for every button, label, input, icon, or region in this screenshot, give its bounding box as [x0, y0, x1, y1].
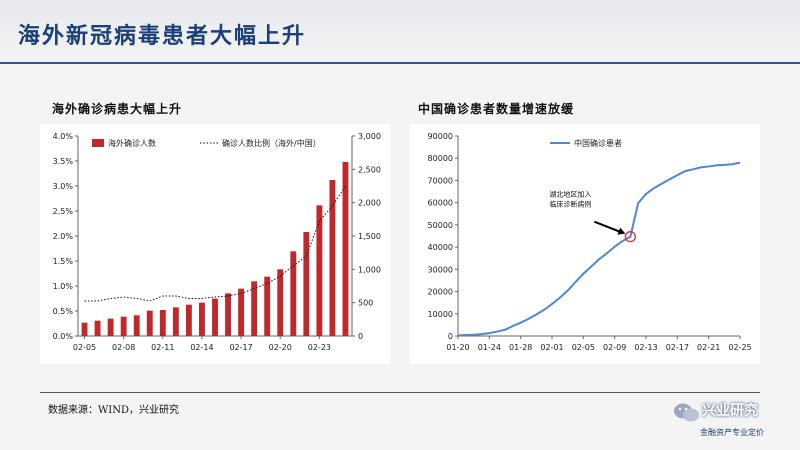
x-tick-label: 02-14 — [190, 343, 213, 352]
bar-overseas-cases — [159, 310, 166, 336]
y-left-tick-label: 3.0% — [53, 182, 74, 191]
wechat-icon — [674, 403, 699, 422]
chart2-subtitle: 中国确诊患者数量增速放缓 — [418, 102, 575, 116]
y-tick-label: 20000 — [428, 288, 453, 297]
y-left-tick-label: 4.0% — [53, 132, 74, 141]
watermark-name: 兴业研究 — [702, 403, 758, 419]
x-tick-label: 01-28 — [509, 343, 532, 352]
bar-overseas-cases — [225, 293, 231, 336]
annotation-marker — [624, 231, 636, 243]
x-tick-label: 02-09 — [603, 343, 626, 352]
bar-overseas-cases — [185, 304, 192, 336]
x-tick-label: 02-25 — [728, 343, 751, 352]
y-left-tick-label: 3.5% — [53, 157, 74, 166]
annotation-text-line2: 临床诊断病例 — [549, 200, 591, 209]
y-tick-label: 60000 — [428, 199, 453, 208]
data-source: 数据来源：WIND，兴业研究 — [48, 405, 179, 416]
y-left-tick-label: 1.0% — [53, 282, 74, 291]
title-bar — [0, 0, 800, 64]
annotation-arrow-shaft — [593, 220, 623, 234]
overseas-cases-chart: 0.0% 0.5% 1.0% 1.5% 2.0% 2.5% 3.0% 3.5% 4.0% 0 500… — [53, 132, 381, 352]
legend-label-ratio: 确诊人数比例（海外/中国） — [222, 138, 321, 148]
y-right-tick-label: 2,000 — [358, 199, 381, 208]
bar-overseas-cases — [133, 315, 140, 336]
x-tick-label: 02-23 — [308, 343, 331, 352]
x-tick-label: 01-20 — [446, 343, 469, 352]
annotation-text-line1: 湖北地区加入 — [549, 190, 591, 199]
title-divider — [0, 62, 800, 64]
x-tick-label: 01-24 — [478, 343, 501, 352]
china-cases-line — [457, 161, 741, 337]
x-tick-label: 02-20 — [269, 343, 292, 352]
y-tick-label: 50000 — [428, 221, 453, 230]
y-tick-label: 90000 — [428, 132, 453, 141]
watermark: 兴业研究 金融资产专业定价 — [672, 398, 792, 444]
bar-overseas-cases — [264, 276, 271, 336]
annotation-arrow-head — [617, 227, 626, 235]
y-right-tick-label: 0 — [358, 332, 363, 341]
y-tick-label: 10000 — [428, 310, 453, 319]
bar-overseas-cases — [290, 251, 297, 336]
bar-overseas-cases — [238, 288, 245, 336]
legend-label-bars: 海外确诊人数 — [108, 138, 156, 148]
y-left-tick-label: 0.5% — [53, 307, 74, 316]
y-tick-label: 80000 — [428, 154, 453, 163]
y-tick-label: 40000 — [428, 243, 453, 252]
bar-overseas-cases — [251, 281, 258, 336]
y-right-tick-label: 1,000 — [358, 265, 381, 274]
x-tick-label: 02-21 — [697, 343, 720, 352]
source-divider — [40, 392, 760, 393]
y-tick-label: 70000 — [428, 176, 453, 185]
y-right-tick-label: 2,500 — [358, 165, 381, 174]
bar-overseas-cases — [146, 310, 153, 336]
chart2-panel: 0 10000 20000 30000 40000 50000 60000 70000 8000… — [410, 124, 760, 364]
page-title: 海外新冠病毒患者大幅上升 — [18, 23, 307, 49]
bar-overseas-cases — [316, 205, 323, 336]
y-left-tick-label: 0.0% — [53, 332, 74, 341]
x-tick-label: 02-13 — [634, 343, 657, 352]
china-cases-chart: 0 10000 20000 30000 40000 50000 60000 70000 8000… — [428, 132, 752, 352]
chart1-subtitle: 海外确诊病患大幅上升 — [52, 102, 183, 116]
x-tick-label: 02-11 — [151, 343, 174, 352]
bar-overseas-cases — [120, 316, 127, 336]
y-right-tick-label: 500 — [358, 299, 373, 308]
y-left-tick-label: 2.0% — [53, 232, 74, 241]
y-right-tick-label: 3,000 — [358, 132, 381, 141]
y-left-tick-label: 1.5% — [53, 257, 74, 266]
y-left-tick-label: 2.5% — [53, 207, 74, 216]
bar-overseas-cases — [81, 322, 88, 336]
ratio-line — [84, 185, 346, 302]
bar-overseas-cases — [94, 320, 101, 336]
bar-overseas-cases — [172, 307, 179, 336]
x-tick-label: 02-05 — [73, 343, 96, 352]
bar-overseas-cases — [212, 298, 218, 336]
bar-overseas-cases — [199, 302, 205, 336]
y-tick-label: 30000 — [428, 265, 453, 274]
y-tick-label: 0 — [448, 332, 453, 341]
bar-overseas-cases — [329, 180, 336, 336]
x-tick-label: 02-17 — [666, 343, 689, 352]
x-tick-label: 02-17 — [229, 343, 252, 352]
x-tick-label: 02-01 — [540, 343, 563, 352]
legend-label-china: 中国确诊患者 — [574, 138, 622, 148]
bar-overseas-cases — [342, 162, 349, 336]
x-tick-label: 02-05 — [572, 343, 595, 352]
y-right-tick-label: 1,500 — [358, 232, 381, 241]
chart1-panel: 0.0% 0.5% 1.0% 1.5% 2.0% 2.5% 3.0% 3.5% 4.0% 0 500… — [40, 124, 390, 364]
bar-overseas-cases — [107, 318, 114, 336]
legend-swatch-bars — [92, 139, 104, 147]
bar-overseas-cases — [277, 269, 284, 336]
watermark-tagline: 金融资产专业定价 — [700, 428, 764, 437]
x-tick-label: 02-08 — [112, 343, 135, 352]
bar-overseas-cases — [303, 232, 310, 336]
